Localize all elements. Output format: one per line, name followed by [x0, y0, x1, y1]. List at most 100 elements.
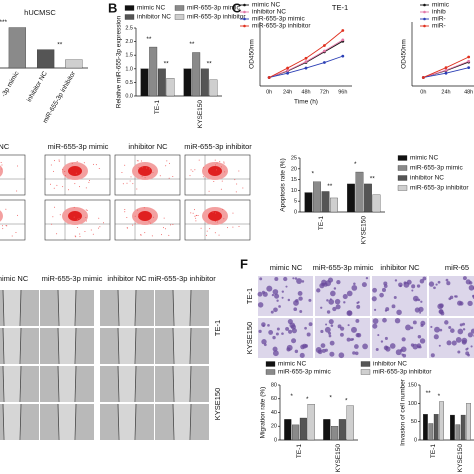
- cell-cluster: [68, 166, 82, 176]
- wound-gap: [58, 366, 76, 402]
- dot: [216, 169, 218, 171]
- bar: [347, 183, 355, 213]
- wound-gap: [3, 404, 21, 440]
- y-tick-label: 2.0: [125, 39, 133, 45]
- dot: [220, 188, 222, 190]
- dot: [98, 167, 100, 169]
- dot: [150, 222, 152, 224]
- dot: [130, 176, 132, 178]
- wound-edge: [189, 289, 192, 327]
- dot: [16, 190, 18, 192]
- bar: [292, 424, 300, 441]
- dot: [77, 218, 79, 220]
- cell: [411, 289, 414, 292]
- cell: [259, 277, 263, 281]
- dot: [68, 189, 70, 191]
- wound-edge: [19, 327, 22, 365]
- cell: [457, 350, 461, 354]
- dot: [232, 212, 234, 214]
- cell: [332, 306, 337, 312]
- point: [304, 66, 308, 70]
- cell: [373, 308, 377, 311]
- cell: [272, 350, 279, 357]
- cell: [338, 352, 345, 359]
- x-tick-label: KYSE150: [360, 216, 367, 245]
- dot: [214, 221, 216, 223]
- legend-label: miR-655-3p mimic: [278, 369, 331, 376]
- flow-plot: [0, 199, 26, 241]
- bar: [423, 414, 428, 441]
- cell: [342, 294, 348, 300]
- x-tick-label: TE-1: [154, 100, 161, 114]
- x-tick-label: 72h: [320, 89, 329, 95]
- bar: [65, 59, 83, 69]
- dot: [214, 159, 216, 161]
- bar: [209, 79, 218, 97]
- dot: [193, 209, 195, 211]
- cell: [272, 289, 279, 295]
- cell: [276, 299, 279, 302]
- cell: [339, 332, 344, 337]
- dot: [151, 235, 153, 237]
- cell: [434, 326, 441, 333]
- cell: [419, 278, 425, 284]
- x-tick-label: KYSE150: [457, 444, 464, 473]
- dot: [1, 168, 3, 170]
- cell: [328, 331, 332, 335]
- dot: [216, 221, 218, 223]
- bar: [323, 419, 331, 441]
- bar: [140, 68, 149, 97]
- cell: [470, 328, 474, 334]
- cell: [411, 284, 416, 289]
- cell: [347, 324, 350, 327]
- wound-edge: [117, 289, 120, 327]
- dot: [1, 164, 3, 166]
- dot: [169, 162, 171, 164]
- cell: [356, 301, 359, 305]
- image-column-label: miR-655-3p inhibitor: [148, 274, 216, 283]
- wound-edge: [172, 403, 175, 441]
- cell: [337, 324, 342, 329]
- cell: [467, 300, 473, 307]
- dot: [71, 162, 73, 164]
- dot: [234, 179, 236, 181]
- dot: [99, 226, 101, 228]
- dot: [17, 165, 19, 167]
- transwell-image: [258, 276, 313, 316]
- cell: [283, 276, 288, 282]
- cell: [325, 323, 328, 326]
- dot: [138, 166, 140, 168]
- wound-gap: [58, 328, 76, 364]
- cell: [356, 304, 361, 309]
- cell: [362, 343, 368, 350]
- wound-edge: [172, 327, 175, 365]
- wound-edge: [2, 365, 5, 403]
- cell: [316, 288, 321, 293]
- cell: [383, 281, 388, 286]
- cell: [372, 323, 378, 329]
- dot: [73, 216, 75, 218]
- dot: [236, 183, 238, 185]
- dot: [209, 228, 211, 230]
- bar: [166, 78, 175, 97]
- dot: [62, 168, 64, 170]
- cell: [352, 351, 356, 355]
- dot: [213, 180, 215, 182]
- wound-gap: [173, 366, 191, 402]
- cell: [420, 300, 423, 303]
- dot: [126, 182, 128, 184]
- x-tick-label: TE-1: [430, 444, 437, 458]
- dot: [162, 227, 164, 229]
- bar: [455, 424, 461, 441]
- cell: [353, 344, 359, 349]
- cell: [383, 345, 389, 351]
- y-tick-label: 0: [414, 437, 417, 443]
- dot: [62, 186, 64, 188]
- cell: [297, 291, 303, 296]
- cell: [317, 349, 323, 355]
- cell: [267, 324, 270, 327]
- point: [467, 66, 471, 70]
- point: [444, 68, 448, 72]
- image-panels: [0, 154, 474, 441]
- dot: [226, 227, 228, 229]
